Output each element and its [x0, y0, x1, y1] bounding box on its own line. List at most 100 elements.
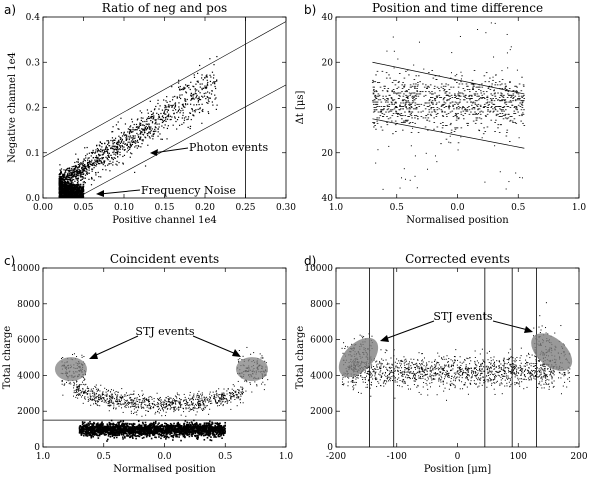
data-point: [372, 93, 375, 95]
photon-event-point: [133, 141, 135, 143]
data-point: [173, 422, 175, 425]
data-point: [408, 116, 411, 117]
photon-event-point: [128, 138, 130, 141]
data-point: [422, 83, 424, 85]
photon-event-point: [187, 126, 189, 128]
outlier-point: [507, 67, 509, 69]
data-point: [88, 434, 90, 436]
photon-event-point: [74, 168, 76, 170]
x-tick-label: 0.5: [511, 203, 526, 213]
photon-event-point: [179, 94, 181, 96]
data-point: [494, 122, 496, 123]
data-point: [413, 79, 416, 80]
photon-event-point: [118, 128, 120, 130]
data-point: [476, 106, 479, 107]
data-point: [148, 424, 150, 427]
photon-event-point: [59, 164, 61, 166]
data-point: [431, 100, 434, 102]
data-point: [390, 97, 393, 98]
photon-event-point: [201, 103, 203, 105]
data-point: [90, 436, 93, 439]
data-point: [486, 95, 489, 97]
data-point: [469, 98, 472, 99]
photon-event-point: [139, 133, 141, 135]
noise-point: [69, 184, 72, 187]
outlier-point: [451, 52, 453, 54]
data-point: [144, 421, 147, 424]
photon-event-point: [128, 146, 130, 148]
data-point: [211, 427, 214, 429]
data-point: [132, 429, 134, 431]
data-point: [215, 429, 218, 432]
data-point: [386, 104, 389, 106]
data-point: [91, 430, 94, 433]
photon-event-point: [72, 172, 74, 174]
photon-event-point: [183, 86, 185, 88]
data-point: [142, 422, 144, 425]
data-point: [454, 128, 457, 130]
photon-event-point: [121, 135, 124, 137]
data-point: [459, 99, 462, 101]
data-point: [505, 135, 508, 137]
noise-point: [75, 194, 77, 197]
data-point: [467, 85, 469, 87]
data-point: [478, 117, 481, 119]
data-point: [466, 98, 468, 99]
photon-event-point: [185, 104, 187, 106]
data-point: [424, 94, 427, 96]
photon-event-point: [124, 143, 126, 145]
data-point: [376, 95, 379, 97]
photon-event-point: [134, 137, 136, 139]
photon-event-point: [147, 134, 149, 137]
photon-event-point: [116, 145, 119, 147]
data-point: [111, 433, 114, 436]
data-point: [91, 434, 94, 436]
photon-event-point: [69, 172, 71, 174]
photon-event-point: [82, 176, 84, 178]
data-point: [490, 119, 493, 121]
outlier-point: [392, 36, 394, 38]
data-point: [169, 425, 171, 428]
noise-point: [73, 188, 75, 190]
data-point: [409, 94, 411, 96]
data-point: [118, 433, 121, 436]
photon-event-point: [110, 154, 112, 157]
photon-event-point: [75, 164, 77, 167]
data-point: [100, 432, 103, 434]
data-point: [408, 104, 411, 106]
photon-event-point: [94, 156, 97, 159]
photon-event-point: [164, 107, 166, 109]
data-point: [424, 91, 427, 93]
photon-event-point: [190, 118, 192, 121]
photon-event-point: [183, 106, 185, 108]
data-point: [387, 108, 390, 110]
data-point: [110, 432, 113, 434]
photon-event-point: [154, 128, 156, 130]
data-point: [468, 95, 470, 97]
data-point: [428, 86, 430, 88]
photon-event-point: [67, 169, 69, 172]
data-point: [462, 110, 465, 112]
photon-event-point: [157, 118, 159, 120]
data-point: [399, 109, 401, 111]
data-point: [192, 426, 195, 428]
data-point: [478, 108, 481, 110]
photon-event-point: [131, 137, 133, 139]
photon-event-point: [169, 118, 171, 121]
photon-event-point: [85, 165, 87, 168]
data-point: [190, 421, 193, 423]
data-point: [167, 428, 170, 430]
noise-point: [65, 194, 68, 196]
outlier-point: [508, 181, 510, 183]
data-point: [176, 422, 179, 425]
data-point: [177, 421, 180, 424]
data-point: [485, 72, 488, 74]
photon-event-point: [87, 159, 89, 161]
data-point: [495, 119, 497, 121]
photon-event-point: [163, 127, 165, 129]
x-tick-label: 0.10: [114, 203, 134, 213]
photon-event-point: [99, 145, 101, 147]
photon-event-point: [86, 171, 88, 174]
photon-event-point: [178, 88, 181, 90]
data-point: [80, 425, 82, 428]
